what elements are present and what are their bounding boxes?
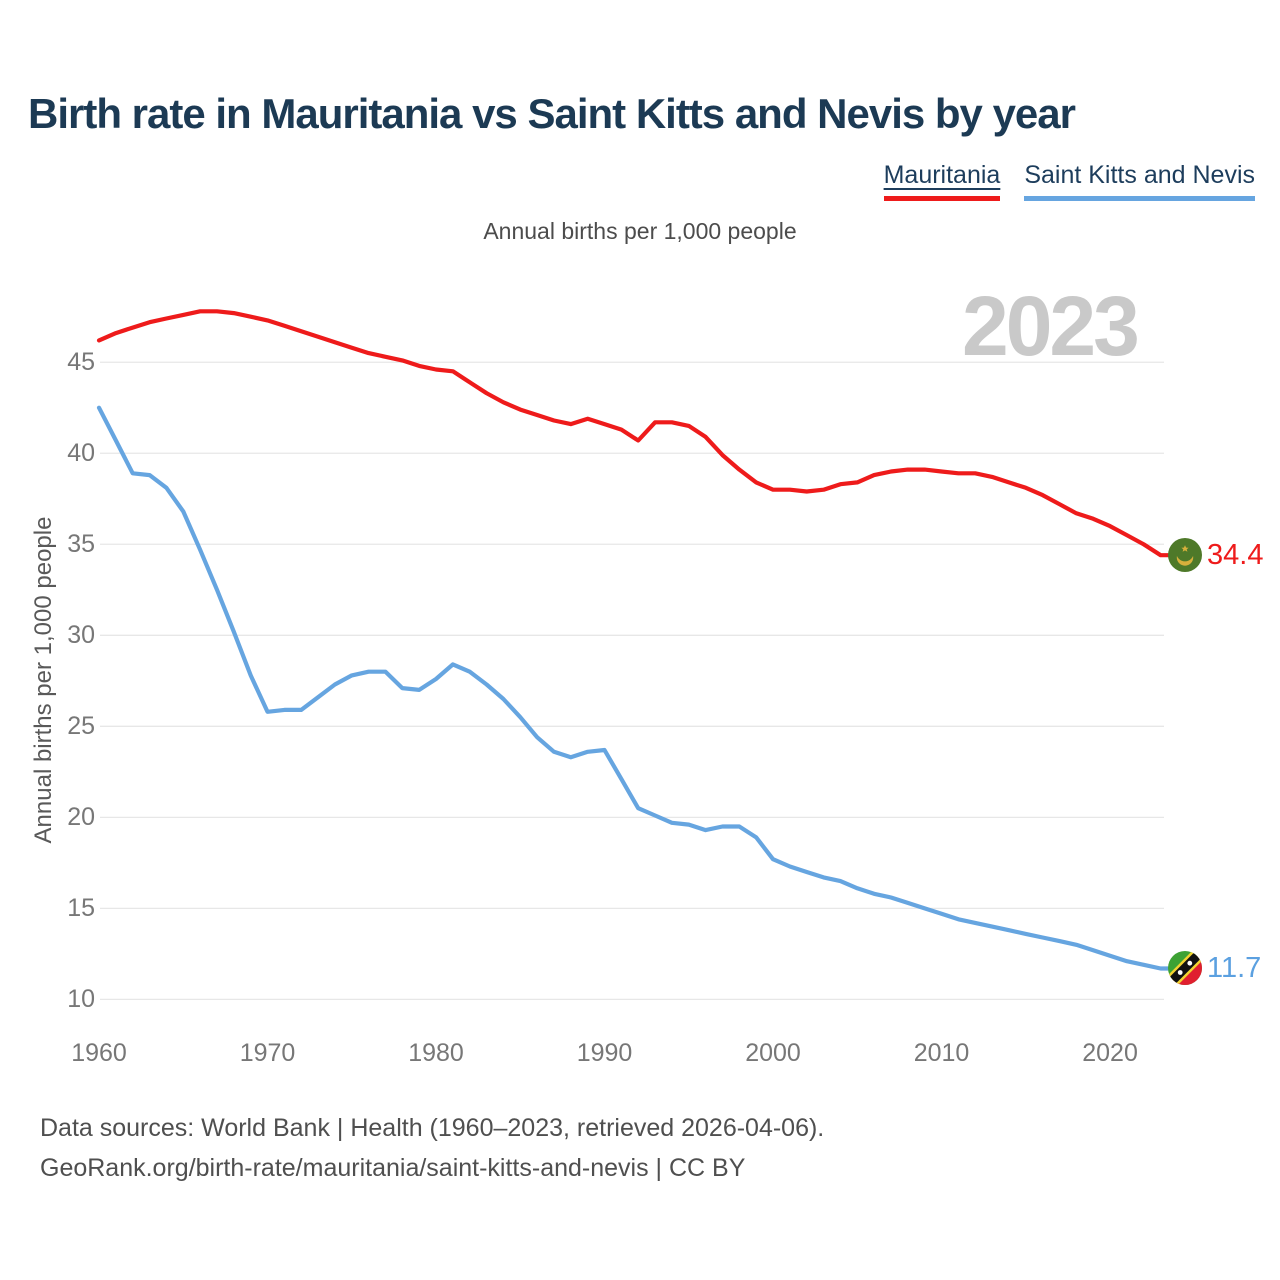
footer: Data sources: World Bank | Health (1960–… xyxy=(40,1108,1240,1188)
footer-data-sources: Data sources: World Bank | Health (1960–… xyxy=(40,1114,825,1142)
footer-attribution: GeoRank.org/birth-rate/mauritania/saint-… xyxy=(40,1154,746,1182)
series-lines xyxy=(96,309,1171,971)
gridlines xyxy=(100,361,1164,1001)
legend-item-mauritania[interactable]: Mauritania xyxy=(883,161,1001,201)
legend: Mauritania Saint Kitts and Nevis xyxy=(883,161,1255,201)
series-line-saint-kitts-and-nevis xyxy=(96,405,1171,971)
mauritania-flag-icon xyxy=(1168,538,1202,572)
mauritania-end-value: 34.4 xyxy=(1207,539,1264,571)
year-watermark: 2023 xyxy=(962,279,1140,373)
page-title: Birth rate in Mauritania vs Saint Kitts … xyxy=(28,90,1076,137)
series-line-mauritania xyxy=(96,309,1171,558)
legend-item-saint-kitts-and-nevis[interactable]: Saint Kitts and Nevis xyxy=(1024,161,1255,201)
saint-kitts-and-nevis-end-value: 11.7 xyxy=(1207,952,1262,984)
saint-kitts-and-nevis-flag-icon xyxy=(1168,951,1202,985)
chart-subtitle: Annual births per 1,000 people xyxy=(483,218,797,244)
